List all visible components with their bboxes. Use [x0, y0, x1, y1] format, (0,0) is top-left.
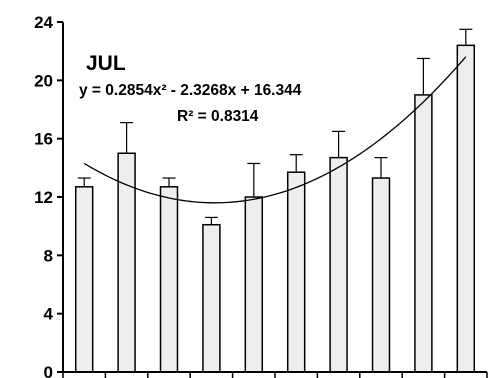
bar-1 [74, 186, 94, 373]
y-tick-label: 16 [34, 130, 53, 149]
bar-5 [244, 196, 264, 373]
bar-4 [202, 223, 221, 373]
chart-title: JUL [86, 52, 126, 75]
x-axis-ticks [62, 372, 488, 378]
y-tick-label: 12 [34, 188, 53, 207]
y-tick-label: 0 [44, 363, 53, 378]
bar-6 [286, 171, 306, 373]
y-tick-label: 24 [34, 13, 53, 32]
bar-9 [414, 94, 433, 373]
bar-8 [371, 177, 391, 373]
y-tick-label: 8 [44, 246, 53, 265]
y-axis-ticks: 0 4 8 12 16 20 24 [34, 13, 63, 378]
bar-2 [117, 152, 136, 373]
bar-7 [329, 156, 348, 373]
r-squared-label: R² = 0.8314 [177, 108, 259, 125]
y-tick-label: 20 [34, 71, 53, 90]
error-bars [77, 28, 473, 225]
trendline-equation: y = 0.2854x² - 2.3268x + 16.344 [79, 82, 302, 99]
trendline [83, 56, 467, 204]
bar-10 [456, 44, 476, 373]
y-tick-label: 4 [44, 305, 54, 324]
bar-3 [159, 186, 179, 373]
